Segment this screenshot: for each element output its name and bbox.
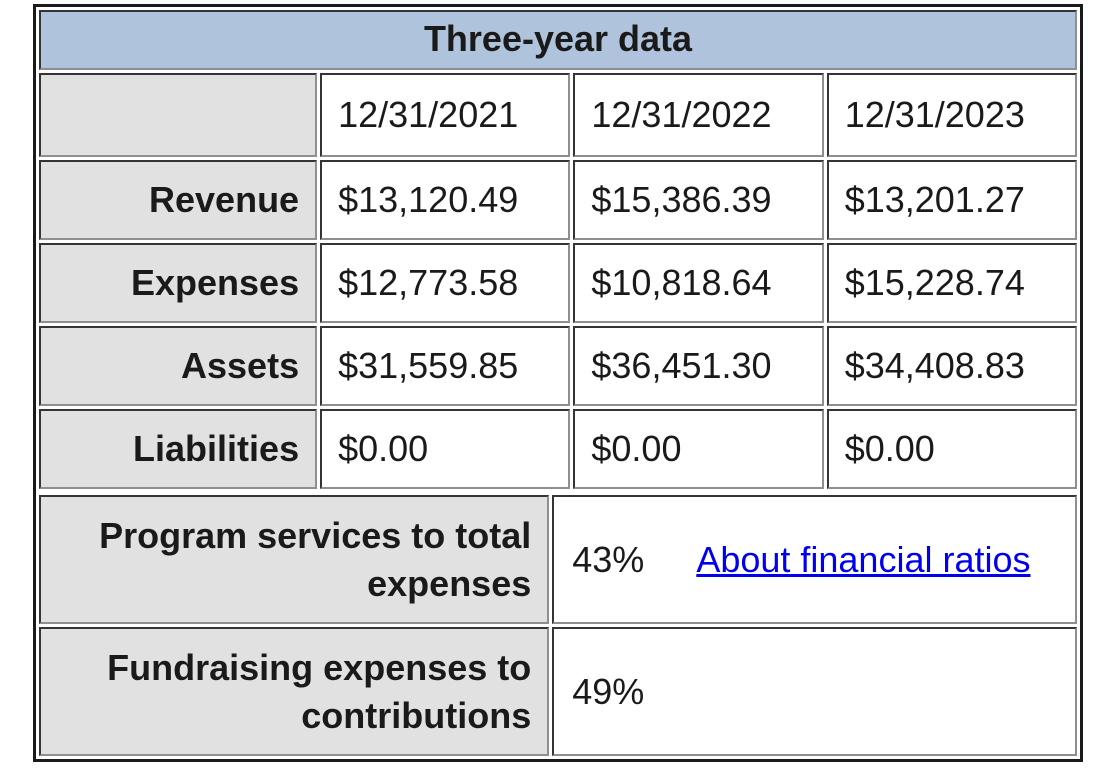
liabilities-2021: $0.00 bbox=[320, 409, 571, 489]
expenses-2021: $12,773.58 bbox=[320, 243, 571, 323]
table-row-revenue: Revenue $13,120.49 $15,386.39 $13,201.27 bbox=[39, 160, 1077, 240]
three-year-data-table: Three-year data 12/31/2021 12/31/2022 12… bbox=[36, 7, 1080, 492]
ratio-value-fundraising: 49% bbox=[552, 627, 1077, 757]
row-label-expenses: Expenses bbox=[39, 243, 318, 323]
liabilities-2022: $0.00 bbox=[573, 409, 824, 489]
column-header-row: 12/31/2021 12/31/2022 12/31/2023 bbox=[39, 73, 1077, 157]
row-label-revenue: Revenue bbox=[39, 160, 318, 240]
table-row-liabilities: Liabilities $0.00 $0.00 $0.00 bbox=[39, 409, 1077, 489]
program-services-percentage: 43% bbox=[572, 538, 645, 580]
column-header-2023: 12/31/2023 bbox=[826, 73, 1077, 157]
about-financial-ratios-link[interactable]: About financial ratios bbox=[696, 538, 1031, 580]
corner-cell bbox=[39, 73, 318, 157]
table-row-program-services: Program services to total expenses 43% Ab… bbox=[39, 495, 1077, 625]
assets-2022: $36,451.30 bbox=[573, 326, 824, 406]
assets-2021: $31,559.85 bbox=[320, 326, 571, 406]
column-header-2021: 12/31/2021 bbox=[320, 73, 571, 157]
assets-2023: $34,408.83 bbox=[826, 326, 1077, 406]
liabilities-2023: $0.00 bbox=[826, 409, 1077, 489]
table-row-fundraising: Fundraising expenses to contributions 49… bbox=[39, 627, 1077, 757]
financial-ratios-table: Program services to total expenses 43% Ab… bbox=[36, 492, 1080, 759]
ratio-label-program-services: Program services to total expenses bbox=[39, 495, 550, 625]
expenses-2023: $15,228.74 bbox=[826, 243, 1077, 323]
revenue-2022: $15,386.39 bbox=[573, 160, 824, 240]
ratio-label-fundraising: Fundraising expenses to contributions bbox=[39, 627, 550, 757]
row-label-assets: Assets bbox=[39, 326, 318, 406]
table-title: Three-year data bbox=[39, 10, 1077, 70]
ratio-value-program-services: 43% About financial ratios bbox=[552, 495, 1077, 625]
revenue-2021: $13,120.49 bbox=[320, 160, 571, 240]
table-row-expenses: Expenses $12,773.58 $10,818.64 $15,228.7… bbox=[39, 243, 1077, 323]
table-row-assets: Assets $31,559.85 $36,451.30 $34,408.83 bbox=[39, 326, 1077, 406]
three-year-data-panel: Three-year data 12/31/2021 12/31/2022 12… bbox=[33, 4, 1083, 763]
title-row: Three-year data bbox=[39, 10, 1077, 70]
expenses-2022: $10,818.64 bbox=[573, 243, 824, 323]
revenue-2023: $13,201.27 bbox=[826, 160, 1077, 240]
column-header-2022: 12/31/2022 bbox=[573, 73, 824, 157]
fundraising-percentage: 49% bbox=[572, 670, 645, 712]
row-label-liabilities: Liabilities bbox=[39, 409, 318, 489]
